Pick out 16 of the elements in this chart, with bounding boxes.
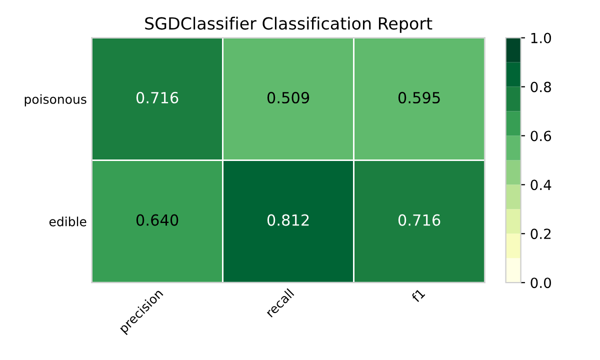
y-tick-label: poisonous [24,94,86,106]
data-label: 0.640 [136,214,178,226]
color-bar-label: 1.0 [531,32,551,44]
color-bar-label: 0.4 [530,180,552,190]
data-label: 0.509 [267,92,310,104]
y-tick-label: edible [49,216,86,226]
data-label: 0.812 [267,214,309,226]
color-bar-label: 0.8 [530,82,551,92]
color-bar-label: 0.0 [530,278,551,288]
color-bar-label: 0.6 [530,130,552,142]
color-bar-label: 0.2 [530,228,551,240]
data-label: 0.716 [398,214,440,226]
data-label: 0.716 [136,92,178,104]
data-label: 0.595 [398,92,440,104]
chart-title: SGDClassifier Classification Report [145,16,432,33]
x-tick-label: f1 [410,288,426,303]
